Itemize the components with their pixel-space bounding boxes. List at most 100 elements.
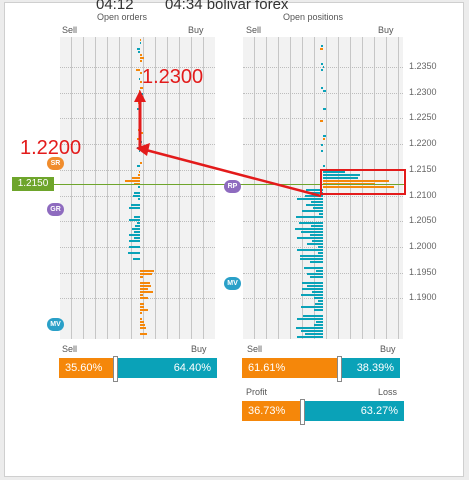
marker-sr[interactable]: SR (47, 157, 64, 170)
depth-bar (140, 303, 144, 305)
loss-pct: 63.27% (302, 401, 404, 421)
depth-bar (300, 255, 323, 257)
orders-sell-pct: 35.60% (59, 358, 115, 378)
positions-buy-pct: 38.39% (339, 358, 400, 378)
depth-bar (140, 162, 142, 164)
depth-bar (140, 39, 142, 41)
depth-bar (137, 222, 140, 224)
depth-bar (321, 45, 323, 47)
depth-bar (320, 63, 323, 65)
positions-sell-label: Sell (247, 344, 263, 354)
marker-mv-left[interactable]: MV (47, 318, 64, 331)
depth-bar (140, 309, 149, 311)
depth-bar (315, 321, 323, 323)
depth-bar (303, 267, 323, 269)
depth-bar (309, 261, 323, 263)
depth-bar (323, 180, 389, 182)
depth-bar (133, 237, 140, 239)
open-orders-sell-header: Sell (62, 25, 78, 35)
open-positions-chart (243, 37, 403, 339)
depth-bar (313, 309, 323, 311)
annotation-target-2: 1.2200 (20, 137, 82, 159)
price-tick-label: 1.2250 (409, 112, 437, 123)
depth-bar (323, 108, 327, 110)
window-title-left: 04:12 (96, 0, 134, 13)
depth-bar (315, 303, 323, 305)
depth-bar (315, 270, 323, 272)
price-tick-label: 1.2000 (409, 240, 437, 251)
depth-bar (313, 297, 323, 299)
positions-buy-label: Buy (380, 344, 396, 354)
depth-bar (295, 216, 323, 218)
current-price-label: 1.2150 (12, 177, 54, 191)
profit-pct: 36.73% (242, 401, 302, 421)
depth-bar (298, 222, 323, 224)
positions-split-handle[interactable] (337, 356, 342, 382)
depth-bar (140, 54, 143, 56)
price-tick-label: 1.2350 (409, 61, 437, 71)
marker-gr[interactable]: GR (47, 203, 64, 216)
depth-bar (296, 237, 323, 239)
window-title-right: 04:34 bolivar forex (165, 0, 289, 13)
depth-bar (140, 87, 143, 89)
open-positions-buy-header: Buy (378, 25, 394, 35)
depth-bar (297, 249, 323, 251)
depth-bar (305, 189, 323, 191)
depth-bar (302, 282, 323, 284)
depth-bar (140, 42, 142, 44)
depth-bar (320, 87, 323, 89)
depth-bar (134, 216, 140, 218)
depth-bar (140, 291, 153, 293)
depth-bar (138, 171, 140, 173)
depth-bar (130, 204, 140, 206)
depth-bar (134, 225, 140, 227)
depth-bar (323, 138, 325, 140)
depth-bar (295, 327, 323, 329)
depth-bar (307, 243, 323, 245)
open-orders-buy-header: Buy (188, 25, 204, 35)
depth-bar (308, 192, 323, 194)
orders-split-handle[interactable] (113, 356, 118, 382)
depth-bar (323, 174, 361, 176)
depth-bar (133, 195, 140, 197)
depth-bar (323, 171, 345, 173)
positions-sell-pct: 61.61% (242, 358, 339, 378)
depth-bar (138, 90, 140, 92)
arrow-head-vertical (134, 90, 146, 102)
orders-buy-label: Buy (191, 344, 207, 354)
loss-label: Loss (378, 387, 398, 397)
depth-bar (137, 186, 140, 188)
depth-bar (138, 78, 140, 80)
depth-bar (128, 252, 140, 254)
depth-bar (133, 258, 140, 260)
depth-bar (323, 135, 327, 137)
depth-bar (136, 108, 140, 110)
profit-label: Profit (246, 387, 268, 397)
depth-bar (140, 321, 145, 323)
depth-bar (128, 246, 140, 248)
depth-bar (320, 144, 323, 146)
depth-bar (295, 228, 323, 230)
depth-bar (306, 273, 323, 275)
depth-bar (140, 327, 146, 329)
depth-bar (140, 273, 152, 275)
marker-rp[interactable]: RP (224, 180, 241, 193)
depth-bar (131, 177, 140, 179)
depth-bar (140, 306, 145, 308)
price-tick-label: 1.2050 (409, 215, 437, 226)
depth-bar (140, 288, 149, 290)
depth-bar (305, 333, 323, 335)
depth-bar (318, 300, 323, 302)
depth-bar (140, 297, 148, 299)
profit-split-handle[interactable] (300, 399, 305, 425)
depth-bar (140, 318, 143, 320)
depth-bar (310, 201, 323, 203)
depth-bar (306, 285, 323, 287)
depth-bar (128, 207, 140, 209)
marker-mv-right[interactable]: MV (224, 277, 241, 290)
depth-bar (140, 72, 142, 74)
depth-bar (128, 234, 140, 236)
depth-bar (136, 48, 140, 50)
depth-bar (133, 192, 140, 194)
